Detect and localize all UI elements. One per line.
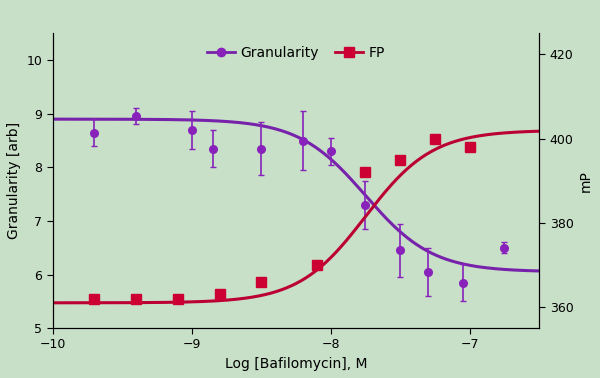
Legend: Granularity, FP: Granularity, FP (202, 40, 391, 65)
Y-axis label: mP: mP (579, 170, 593, 192)
X-axis label: Log [Bafilomycin], M: Log [Bafilomycin], M (225, 357, 367, 371)
Y-axis label: Granularity [arb]: Granularity [arb] (7, 122, 21, 239)
